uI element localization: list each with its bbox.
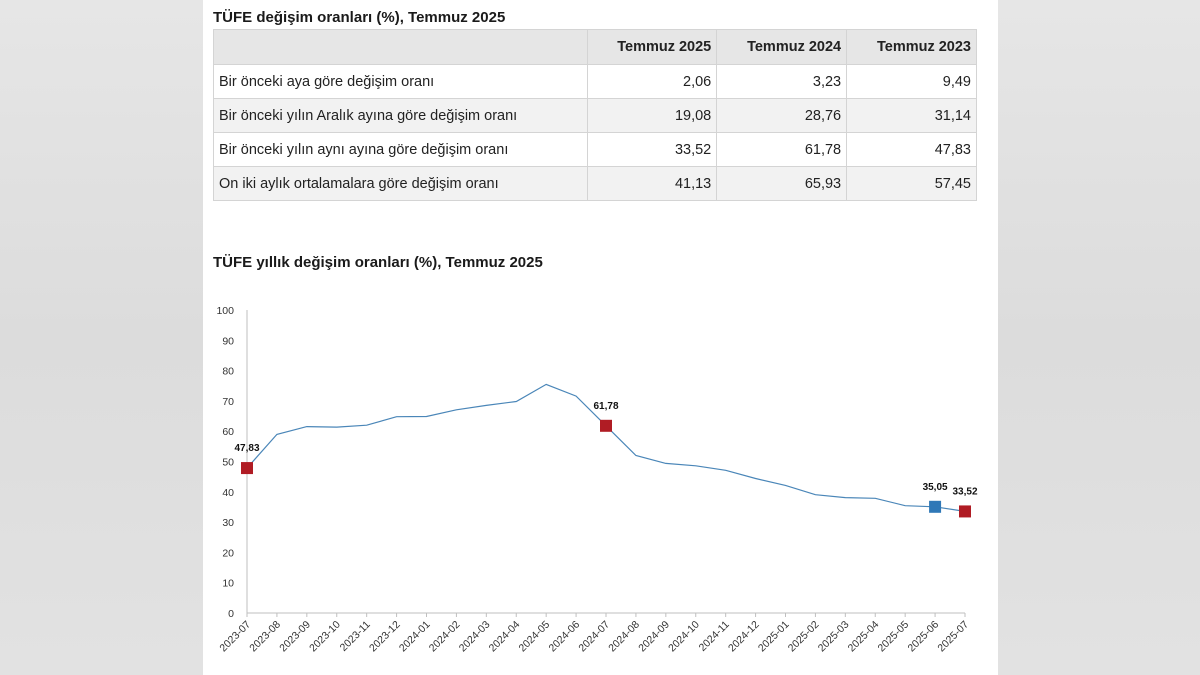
cell-value: 41,13: [587, 166, 718, 201]
cell-value: 19,08: [587, 98, 718, 133]
data-point-marker: [959, 505, 971, 518]
y-tick-label: 50: [222, 457, 234, 469]
row-label: On iki aylık ortalamalara göre değişim o…: [212, 166, 589, 201]
x-axis: 2023-072023-082023-092023-102023-112023-…: [217, 612, 971, 655]
y-tick-label: 60: [222, 426, 234, 438]
data-label: 35,05: [923, 482, 948, 493]
x-tick-label: 2025-07: [935, 619, 971, 655]
cell-value: 31,14: [846, 98, 977, 133]
y-tick-label: 70: [222, 396, 234, 408]
content-panel: TÜFE değişim oranları (%), Temmuz 2025 T…: [203, 0, 998, 675]
cell-value: 28,76: [716, 98, 848, 133]
x-tick-label: 2024-08: [606, 619, 642, 655]
header-temmuz-2024: Temmuz 2024: [716, 29, 848, 65]
table-row: Bir önceki aya göre değişim oranı 2,06 3…: [212, 64, 977, 99]
row-label: Bir önceki yılın aynı ayına göre değişim…: [212, 132, 589, 167]
cell-value: 3,23: [716, 64, 848, 99]
chart-title: TÜFE yıllık değişim oranları (%), Temmuz…: [213, 254, 543, 271]
data-label: 33,52: [952, 486, 977, 497]
x-tick-label: 2024-04: [487, 619, 523, 655]
table-row: Bir önceki yılın aynı ayına göre değişim…: [212, 132, 977, 167]
x-tick-label: 2023-10: [307, 619, 343, 655]
background-right: [998, 0, 1200, 675]
header-empty: [212, 29, 589, 65]
x-tick-label: 2024-07: [576, 619, 612, 655]
cell-value: 2,06: [587, 64, 718, 99]
x-tick-label: 2023-12: [367, 619, 403, 655]
x-tick-label: 2024-10: [666, 619, 702, 655]
x-tick-label: 2024-09: [636, 619, 672, 655]
x-tick-label: 2025-02: [786, 619, 822, 655]
y-tick-label: 90: [222, 335, 234, 347]
data-label: 47,83: [234, 443, 259, 454]
row-label: Bir önceki yılın Aralık ayına göre değiş…: [212, 98, 589, 133]
x-tick-label: 2024-01: [397, 619, 433, 655]
x-tick-label: 2023-09: [277, 619, 313, 655]
table-title: TÜFE değişim oranları (%), Temmuz 2025: [213, 9, 506, 26]
row-label: Bir önceki aya göre değişim oranı: [212, 64, 589, 99]
cpi-table: Temmuz 2025 Temmuz 2024 Temmuz 2023 Bir …: [212, 29, 977, 201]
table-row: Bir önceki yılın Aralık ayına göre değiş…: [212, 98, 977, 133]
y-tick-label: 0: [228, 608, 234, 620]
x-tick-label: 2025-04: [846, 619, 882, 655]
cell-value: 33,52: [587, 132, 718, 167]
cell-value: 57,45: [846, 166, 977, 201]
x-tick-label: 2024-12: [726, 619, 762, 655]
x-tick-label: 2023-08: [247, 619, 283, 655]
header-temmuz-2025: Temmuz 2025: [587, 29, 718, 65]
cell-value: 65,93: [716, 166, 848, 201]
cell-value: 9,49: [846, 64, 977, 99]
table-header-row: Temmuz 2025 Temmuz 2024 Temmuz 2023: [212, 29, 977, 65]
cell-value: 47,83: [846, 132, 977, 167]
y-tick-label: 100: [216, 305, 234, 317]
y-tick-label: 10: [222, 578, 234, 590]
cell-value: 61,78: [716, 132, 848, 167]
y-tick-label: 20: [222, 547, 234, 559]
x-tick-label: 2024-03: [457, 619, 493, 655]
header-temmuz-2023: Temmuz 2023: [846, 29, 977, 65]
data-point-marker: [929, 500, 942, 513]
x-tick-label: 2025-03: [816, 619, 852, 655]
markers-group: 47,83 61,78 35,05 33,52: [234, 401, 978, 518]
background-left: [0, 0, 203, 675]
data-point-marker: [600, 419, 612, 432]
y-tick-label: 40: [222, 487, 234, 499]
x-tick-label: 2024-11: [697, 619, 732, 654]
y-tick-label: 30: [222, 517, 234, 529]
table-row: On iki aylık ortalamalara göre değişim o…: [212, 166, 977, 201]
x-tick-label: 2025-06: [905, 619, 941, 655]
x-tick-label: 2025-01: [756, 619, 792, 655]
x-tick-label: 2023-11: [338, 619, 373, 654]
y-axis: 0 10 20 30 40 50 60 70 80 90 100: [216, 305, 248, 620]
x-tick-label: 2024-02: [427, 619, 463, 655]
data-label: 61,78: [593, 401, 618, 412]
x-tick-label: 2024-05: [517, 619, 553, 655]
x-tick-label: 2025-05: [876, 619, 912, 655]
y-tick-label: 80: [222, 366, 234, 378]
data-point-marker: [241, 462, 253, 475]
x-tick-label: 2023-07: [217, 619, 253, 655]
x-tick-label: 2024-06: [546, 619, 582, 655]
